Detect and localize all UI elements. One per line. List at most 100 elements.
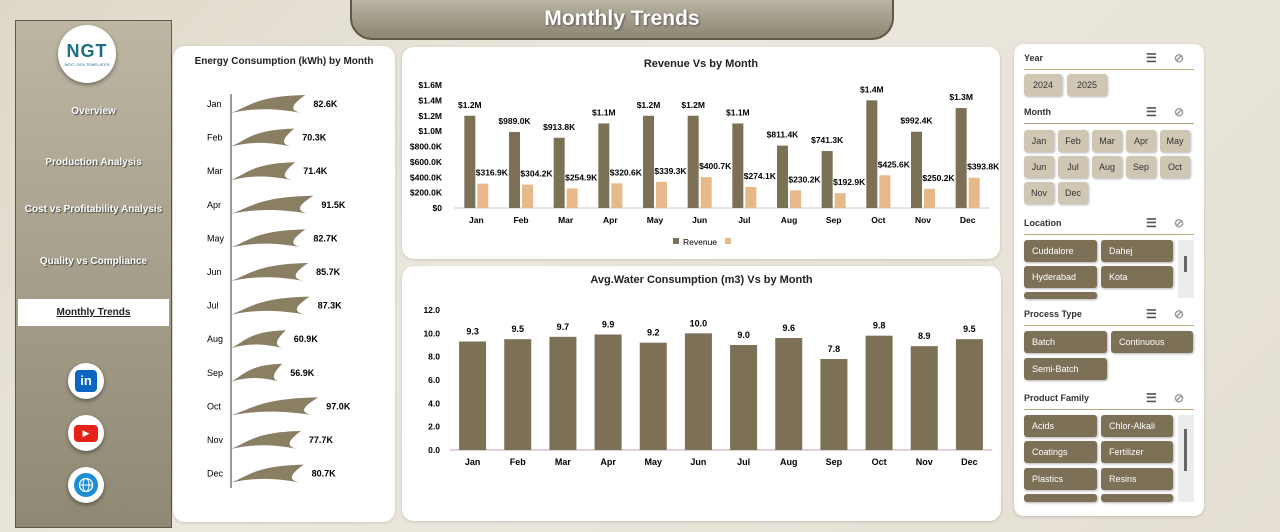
water-data-label: 9.5 [963,324,976,334]
energy-month-label: Nov [207,435,224,445]
family-scroll-thumb[interactable] [1184,429,1187,471]
slicer-item-month[interactable]: Dec [1058,182,1088,204]
energy-month-label: Dec [207,469,224,479]
water-bar [865,335,893,450]
slicer-item-family[interactable]: Coatings [1024,441,1097,463]
slicer-item-location[interactable]: Hyderabad [1024,266,1097,288]
multi-select-icon[interactable]: ☰ [1146,51,1157,65]
slicer-item-location[interactable]: Cuddalore [1024,240,1097,262]
revenue-secondary-bar [790,190,801,208]
slicer-item-month[interactable]: Jan [1024,130,1054,152]
location-scroll-thumb[interactable] [1184,256,1187,272]
energy-data-label: 97.0K [326,401,351,411]
slicer-item-location[interactable]: Kota [1101,266,1173,288]
slicer-header-year: Year ☰ ⊘ [1024,51,1194,70]
water-x-tick: Jul [737,457,750,467]
family-scrollbar[interactable] [1178,415,1194,502]
slicer-header-process: Process Type ☰ ⊘ [1024,307,1194,326]
energy-data-label: 77.7K [309,435,334,445]
water-bar [684,333,712,450]
energy-data-label: 87.3K [318,301,343,311]
energy-bar [231,195,314,214]
revenue-x-tick: Nov [915,215,931,225]
linkedin-button[interactable]: in [68,363,104,399]
clear-filter-icon[interactable]: ⊘ [1174,391,1185,405]
slicer-title: Month [1024,107,1051,117]
nav-monthly-trends[interactable]: Monthly Trends [18,299,169,326]
nav-overview[interactable]: Overview [71,106,116,117]
slicer-item-month[interactable]: Mar [1092,130,1122,152]
slicer-item-location-partial[interactable] [1024,292,1097,299]
water-chart: 0.0 2.0 4.0 6.0 8.0 10.0 12.0 9.3 Jan 9.5 Feb 9.7 Ma… [423,305,992,467]
globe-icon [74,473,98,497]
revenue-x-tick: Jun [692,215,707,225]
slicer-item-month[interactable]: Feb [1058,130,1088,152]
water-x-tick: Jan [465,457,481,467]
revenue-bar [732,123,744,208]
website-button[interactable] [68,467,104,503]
revenue-x-tick: Feb [513,215,528,225]
energy-bar [231,397,319,416]
slicer-item-family-partial[interactable] [1101,494,1173,502]
energy-data-label: 91.5K [321,200,346,210]
nav-quality-compliance[interactable]: Quality vs Compliance [39,256,148,267]
youtube-button[interactable]: ▶ [68,415,104,451]
revenue-x-tick: Oct [871,215,885,225]
energy-panel: Energy Consumption (kWh) by Month Jan 82.… [173,46,395,522]
multi-select-icon[interactable]: ☰ [1146,216,1157,230]
slicer-item-month[interactable]: Apr [1126,130,1156,152]
energy-month-label: Jan [207,99,222,109]
revenue-data-label: $1.1M [592,107,616,117]
revenue-y-tick: $0 [433,203,443,213]
water-bar [639,342,667,450]
slicer-item-month[interactable]: May [1160,130,1190,152]
water-data-label: 7.8 [828,344,841,354]
linkedin-icon: in [75,370,97,392]
slicer-item-family[interactable]: Resins [1101,468,1173,490]
revenue-secondary-bar [834,193,846,208]
nav-cost-profitability[interactable]: Cost vs Profitability Analysis [24,204,163,215]
slicer-item-process[interactable]: Batch [1024,331,1107,353]
clear-filter-icon[interactable]: ⊘ [1174,307,1185,321]
slicer-item-family[interactable]: Plastics [1024,468,1097,490]
slicer-item-family-partial[interactable] [1024,494,1097,502]
slicer-item-process[interactable]: Continuous [1111,331,1193,353]
multi-select-icon[interactable]: ☰ [1146,105,1157,119]
slicer-item-family[interactable]: Fertilizer [1101,441,1173,463]
slicer-item-year[interactable]: 2025 [1067,74,1107,96]
water-x-tick: Oct [872,457,887,467]
slicer-item-family[interactable]: Chlor-Alkali [1101,415,1173,437]
clear-filter-icon[interactable]: ⊘ [1174,105,1185,119]
revenue-secondary-bar [968,177,980,208]
revenue-secondary-bar [656,181,667,208]
slicer-header-month: Month ☰ ⊘ [1024,105,1194,124]
water-y-tick: 10.0 [423,328,440,338]
slicer-title: Location [1024,218,1062,228]
energy-month-label: Jul [207,301,219,311]
slicer-item-month[interactable]: Aug [1092,156,1122,178]
revenue-data-label: $1.1M [726,107,750,117]
revenue-y-tick: $1.0M [418,126,442,136]
slicer-item-location[interactable]: Dahej [1101,240,1173,262]
slicer-item-family[interactable]: Acids [1024,415,1097,437]
multi-select-icon[interactable]: ☰ [1146,391,1157,405]
water-panel: Avg.Water Consumption (m3) Vs by Month 0… [402,266,1001,521]
nav-production-analysis[interactable]: Production Analysis [45,157,142,168]
multi-select-icon[interactable]: ☰ [1146,307,1157,321]
revenue-y-tick: $1.6M [418,80,442,90]
revenue-legend-label: Revenue [683,237,717,247]
slicer-item-month[interactable]: Jun [1024,156,1054,178]
slicer-item-year[interactable]: 2024 [1024,74,1062,96]
energy-bar [231,263,309,281]
ngt-logo[interactable]: NGT NEXT GEN TEMPLATES [58,25,116,83]
slicer-item-month[interactable]: Oct [1160,156,1190,178]
location-scrollbar[interactable] [1178,240,1194,298]
slicer-item-month[interactable]: Sep [1126,156,1156,178]
clear-filter-icon[interactable]: ⊘ [1174,51,1185,65]
slicer-item-month[interactable]: Nov [1024,182,1054,204]
water-bar [504,339,532,450]
slicer-item-process[interactable]: Semi-Batch [1024,358,1107,380]
slicer-item-month[interactable]: Jul [1058,156,1088,178]
water-data-label: 9.6 [782,323,795,333]
clear-filter-icon[interactable]: ⊘ [1174,216,1185,230]
